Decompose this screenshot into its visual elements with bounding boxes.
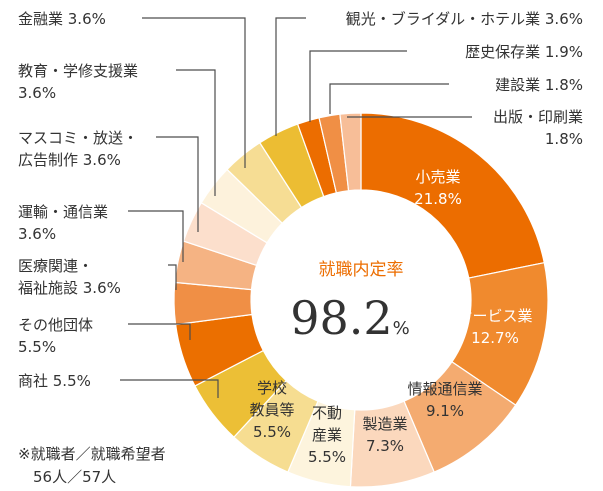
leader-line-10 [156,136,199,232]
slice-label-12-line-0: 金融業 3.6% [18,10,106,28]
slice-label-8-line-0: 医療関連・ [18,257,93,275]
slice-label-10-line-0: マスコミ・放送・ [18,129,138,147]
slice-label-1-line-1: 12.7% [471,329,519,347]
slice-label-12: 金融業 3.6% [18,10,106,28]
center-value-unit: % [393,318,410,339]
leader-line-7 [128,323,191,340]
leader-line-15 [329,83,449,114]
slice-label-3-line-1: 7.3% [366,437,404,455]
slice-label-8-line-1: 福祉施設 3.6% [18,279,121,297]
slice-label-5-line-2: 5.5% [253,423,291,441]
slice-label-0: 小売業 21.8% [414,168,462,208]
center-value: 98.2% [290,291,410,345]
slice-label-0-line-1: 21.8% [414,190,462,208]
slice-label-16: 出版・印刷業 1.8% [493,108,583,148]
slice-label-10: マスコミ・放送・広告制作 3.6% [18,129,138,169]
leader-line-13 [275,17,306,136]
slice-label-11-line-0: 教育・学修支援業 [18,62,138,80]
slice-label-9: 運輸・通信業 3.6% [18,203,108,243]
slice-label-5-line-1: 教員等 [249,401,294,419]
slice-label-13: 観光・ブライダル・ホテル業 3.6% [346,10,583,28]
slice-label-14-line-0: 歴史保存業 1.9% [465,43,583,61]
leader-line-11 [176,69,216,196]
slice-label-16-line-0: 出版・印刷業 [493,108,583,126]
center-caption: 就職内定率 [319,260,404,280]
leader-line-8 [168,264,177,290]
slice-label-6-line-0: 商社 5.5% [18,372,91,390]
slice-label-11-line-1: 3.6% [18,84,56,102]
slice-label-1: サービス業 12.7% [457,307,532,347]
slice-label-14: 歴史保存業 1.9% [465,43,583,61]
slice-label-7-line-0: その他団体 [18,316,93,334]
donut-slice-0 [360,112,545,279]
footnote-line-2: 56人／57人 [18,468,116,486]
slice-label-1-line-0: サービス業 [457,307,532,325]
slice-label-2-line-1: 9.1% [426,402,464,420]
slice-label-15-line-0: 建設業 1.8% [495,76,583,94]
slice-label-9-line-1: 3.6% [18,225,56,243]
slice-label-2-line-0: 情報通信業 [407,380,482,398]
leader-line-9 [128,210,184,262]
slice-label-4-line-0: 不動 [312,404,342,422]
donut-slice-16 [339,112,362,192]
slice-label-3-line-0: 製造業 [362,415,407,433]
slice-label-5-line-0: 学校 [257,379,287,397]
slice-label-7: その他団体 5.5% [18,316,93,356]
slice-label-16-line-1: 1.8% [545,130,583,148]
slice-label-13-line-0: 観光・ブライダル・ホテル業 3.6% [346,10,583,28]
slice-label-9-line-0: 運輸・通信業 [18,203,108,221]
slice-label-5: 学校教員等 5.5% [249,379,294,441]
slice-label-10-line-1: 広告制作 3.6% [18,151,121,169]
slice-label-0-line-0: 小売業 [415,168,460,186]
leader-line-12 [142,17,246,168]
slice-label-11: 教育・学修支援業 3.6% [18,62,138,102]
leader-line-6 [120,379,219,398]
slice-label-4-line-1: 産業 [312,426,342,444]
slice-label-6: 商社 5.5% [18,372,91,390]
slice-label-7-line-1: 5.5% [18,338,56,356]
slice-label-8: 医療関連・福祉施設 3.6% [18,257,121,297]
slice-label-4: 不動産業 5.5% [308,404,346,466]
slice-label-15: 建設業 1.8% [495,76,583,94]
center-value-number: 98.2 [290,291,392,345]
slice-label-2: 情報通信業 9.1% [407,380,482,420]
footnote-line-1: ※就職者／就職希望者 [18,445,166,463]
leader-line-14 [309,50,407,122]
slice-label-4-line-2: 5.5% [308,448,346,466]
slice-label-3: 製造業 7.3% [362,415,407,455]
